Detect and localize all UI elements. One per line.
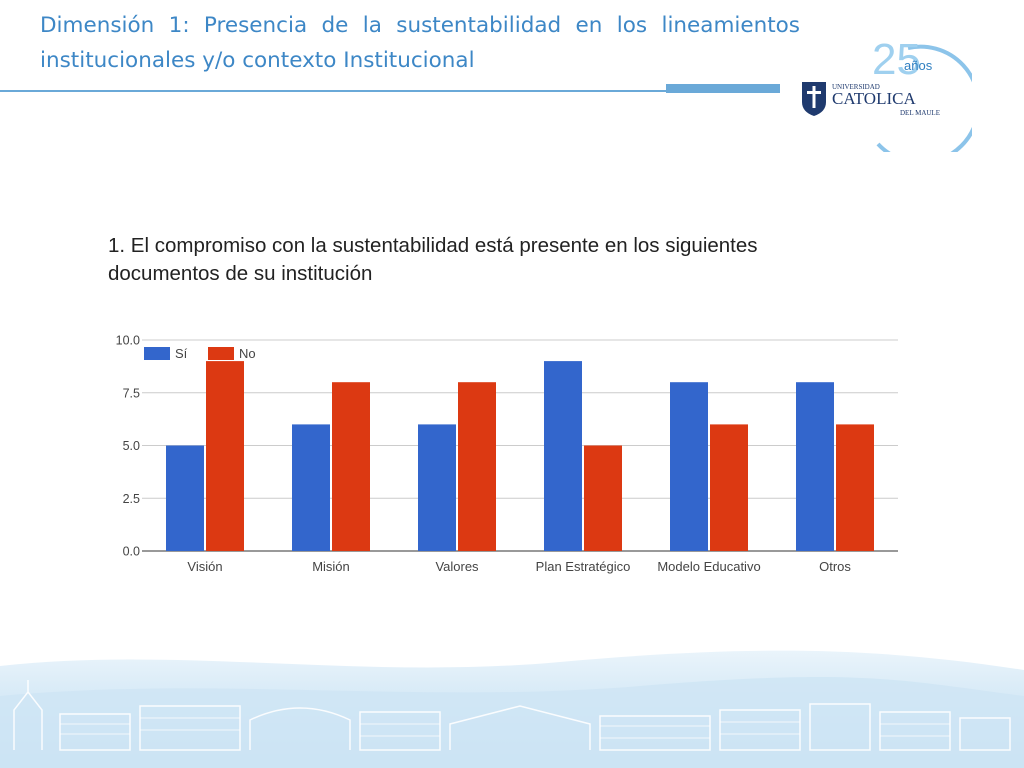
y-tick-label: 2.5 — [123, 492, 140, 506]
logo-line-1: UNIVERSIDAD — [832, 83, 880, 91]
chart-bars — [166, 361, 874, 551]
x-axis-labels: Visión Misión Valores Plan Estratégico Model… — [187, 559, 851, 574]
legend-swatch-0 — [144, 347, 170, 360]
y-tick-label: 7.5 — [123, 386, 140, 400]
slide-title: Dimensión 1: Presencia de la sustentabil… — [40, 13, 800, 73]
bar-si-4 — [670, 382, 708, 551]
bar-si-2 — [418, 424, 456, 551]
bar-no-3 — [584, 445, 622, 551]
chart-legend: Sí No — [144, 346, 256, 361]
anniversary-number: 25 — [872, 35, 921, 84]
bar-no-4 — [710, 424, 748, 551]
title-underline — [0, 90, 670, 92]
bar-no-1 — [332, 382, 370, 551]
legend-swatch-1 — [208, 347, 234, 360]
bar-si-1 — [292, 424, 330, 551]
bar-no-0 — [206, 361, 244, 551]
y-tick-label: 5.0 — [123, 439, 140, 453]
x-tick-label: Visión — [187, 559, 222, 574]
shield-icon — [802, 82, 826, 116]
bar-si-0 — [166, 445, 204, 551]
bar-no-5 — [836, 424, 874, 551]
x-tick-label: Misión — [312, 559, 350, 574]
bar-chart: 0.0 2.5 5.0 7.5 10.0 Visión Misión Valores Plan… — [116, 334, 898, 574]
legend-label-0: Sí — [175, 346, 188, 361]
x-tick-label: Plan Estratégico — [536, 559, 631, 574]
legend-label-1: No — [239, 346, 256, 361]
title-underline-accent — [666, 84, 780, 93]
footer-decoration — [0, 650, 1024, 768]
logo-line-2: CATOLICA — [832, 89, 916, 108]
logo-line-3: DEL MAULE — [900, 109, 940, 117]
bar-si-5 — [796, 382, 834, 551]
x-tick-label: Otros — [819, 559, 851, 574]
university-logo: 25 años UNIVERSIDAD CATOLICA DEL MAULE — [802, 35, 972, 152]
bar-si-3 — [544, 361, 582, 551]
bar-no-2 — [458, 382, 496, 551]
anniversary-arc — [876, 44, 972, 152]
x-tick-label: Modelo Educativo — [657, 559, 760, 574]
y-tick-label: 10.0 — [116, 334, 140, 348]
x-tick-label: Valores — [435, 559, 479, 574]
y-tick-label: 0.0 — [123, 545, 140, 559]
chart-grid: 0.0 2.5 5.0 7.5 10.0 — [116, 334, 898, 559]
anniversary-word: años — [904, 58, 933, 73]
chart-title: 1. El compromiso con la sustentabilidad … — [108, 234, 758, 285]
